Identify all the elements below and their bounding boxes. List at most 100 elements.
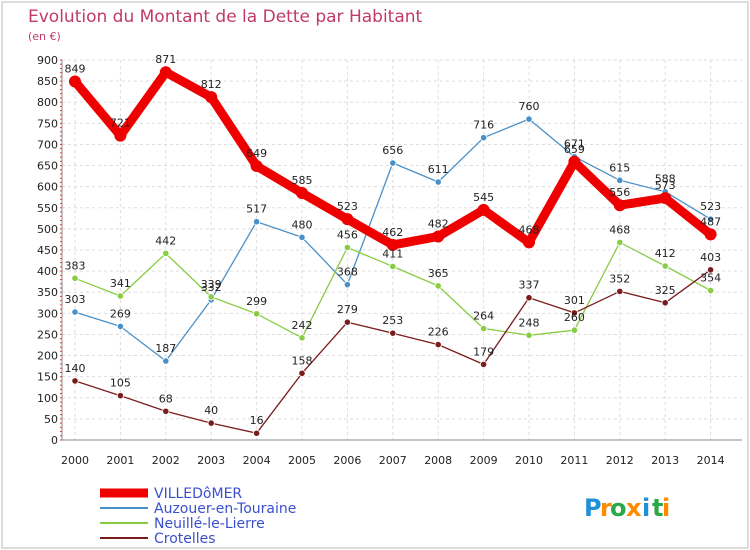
data-point [704, 228, 717, 241]
data-point [613, 199, 626, 212]
x-tick-label: 2000 [61, 454, 89, 467]
data-label: 368 [337, 266, 358, 279]
legend-label: VILLEDôMER [154, 486, 242, 502]
data-point [616, 176, 624, 184]
data-point [525, 331, 533, 339]
y-tick-label: 350 [37, 286, 58, 299]
data-point [71, 377, 79, 385]
x-tick-label: 2009 [470, 454, 498, 467]
chart-subtitle: (en €) [28, 30, 61, 43]
data-label: 187 [155, 342, 176, 355]
legend-label: Auzouer-en-Touraine [154, 501, 296, 517]
data-label: 721 [110, 117, 131, 130]
y-tick-label: 550 [37, 202, 58, 215]
data-point [341, 213, 354, 226]
proxiti-logo: Pro x i ti [584, 494, 670, 522]
x-tick-label: 2001 [106, 454, 134, 467]
data-label: 226 [428, 326, 449, 339]
data-point [343, 318, 351, 326]
data-label: 412 [655, 247, 676, 260]
data-label: 468 [609, 223, 630, 236]
data-point [434, 282, 442, 290]
data-label: 812 [201, 78, 222, 91]
data-label: 354 [700, 272, 721, 285]
data-point [479, 324, 488, 333]
y-tick-label: 200 [37, 350, 58, 363]
y-tick-label: 450 [37, 244, 58, 257]
logo-letter: r [600, 494, 612, 522]
data-point [616, 287, 624, 295]
y-tick-label: 300 [37, 307, 58, 320]
logo-letter: i [662, 494, 670, 522]
data-label: 332 [201, 281, 222, 294]
data-point [661, 262, 669, 270]
data-label: 611 [428, 163, 449, 176]
y-tick-label: 850 [37, 75, 58, 88]
data-point [389, 329, 397, 337]
data-point [71, 308, 79, 316]
x-tick-label: 2012 [606, 454, 634, 467]
data-label: 523 [700, 200, 721, 213]
logo-letter: t [652, 494, 663, 522]
data-label: 264 [473, 310, 494, 323]
data-point [298, 369, 306, 377]
data-label: 352 [609, 272, 630, 285]
data-label: 523 [337, 200, 358, 213]
data-label: 656 [382, 144, 403, 157]
data-label: 279 [337, 303, 358, 316]
x-tick-label: 2004 [243, 454, 271, 467]
y-tick-label: 400 [37, 265, 58, 278]
data-label: 339 [201, 278, 222, 291]
data-point [116, 392, 125, 400]
data-point [207, 419, 215, 427]
data-label: 487 [700, 215, 721, 228]
data-point [477, 203, 490, 216]
data-label: 456 [337, 228, 358, 241]
data-label: 849 [65, 63, 86, 76]
data-label: 248 [519, 316, 540, 329]
y-tick-label: 500 [37, 223, 58, 236]
data-label: 588 [655, 173, 676, 186]
data-label: 337 [519, 279, 540, 292]
y-tick-label: 150 [37, 371, 58, 384]
data-point [389, 262, 397, 271]
data-point [434, 340, 442, 349]
data-point [386, 238, 399, 251]
data-point [479, 134, 488, 142]
data-point [434, 178, 442, 186]
x-tick-label: 2006 [333, 454, 361, 467]
data-label: 442 [155, 234, 176, 247]
data-label: 179 [473, 345, 494, 358]
logo-letter: o [610, 494, 627, 522]
x-tick-label: 2013 [651, 454, 679, 467]
data-label: 480 [292, 218, 313, 231]
data-label: 659 [564, 143, 585, 156]
series [69, 66, 717, 437]
data-label: 260 [564, 311, 585, 324]
y-tick-label: 100 [37, 392, 58, 405]
y-tick-label: 0 [51, 434, 58, 447]
data-label: 716 [473, 119, 494, 132]
data-label: 585 [292, 174, 313, 187]
data-label: 403 [700, 251, 721, 264]
data-point [159, 66, 172, 79]
data-label: 253 [382, 314, 403, 327]
data-label: 16 [250, 414, 264, 427]
data-point [162, 249, 170, 257]
data-label: 68 [159, 392, 173, 405]
data-point [116, 322, 125, 331]
data-label: 242 [292, 319, 313, 332]
x-tick-label: 2011 [560, 454, 588, 467]
data-point [253, 218, 261, 226]
data-label: 383 [65, 259, 86, 272]
data-label: 871 [155, 53, 176, 66]
logo-letter: i [642, 494, 650, 522]
data-point [116, 292, 125, 300]
x-tick-label: 2007 [379, 454, 407, 467]
data-label: 411 [382, 247, 403, 260]
data-point [661, 299, 669, 307]
y-tick-label: 600 [37, 181, 58, 194]
data-point [296, 187, 308, 199]
data-label: 299 [246, 295, 267, 308]
